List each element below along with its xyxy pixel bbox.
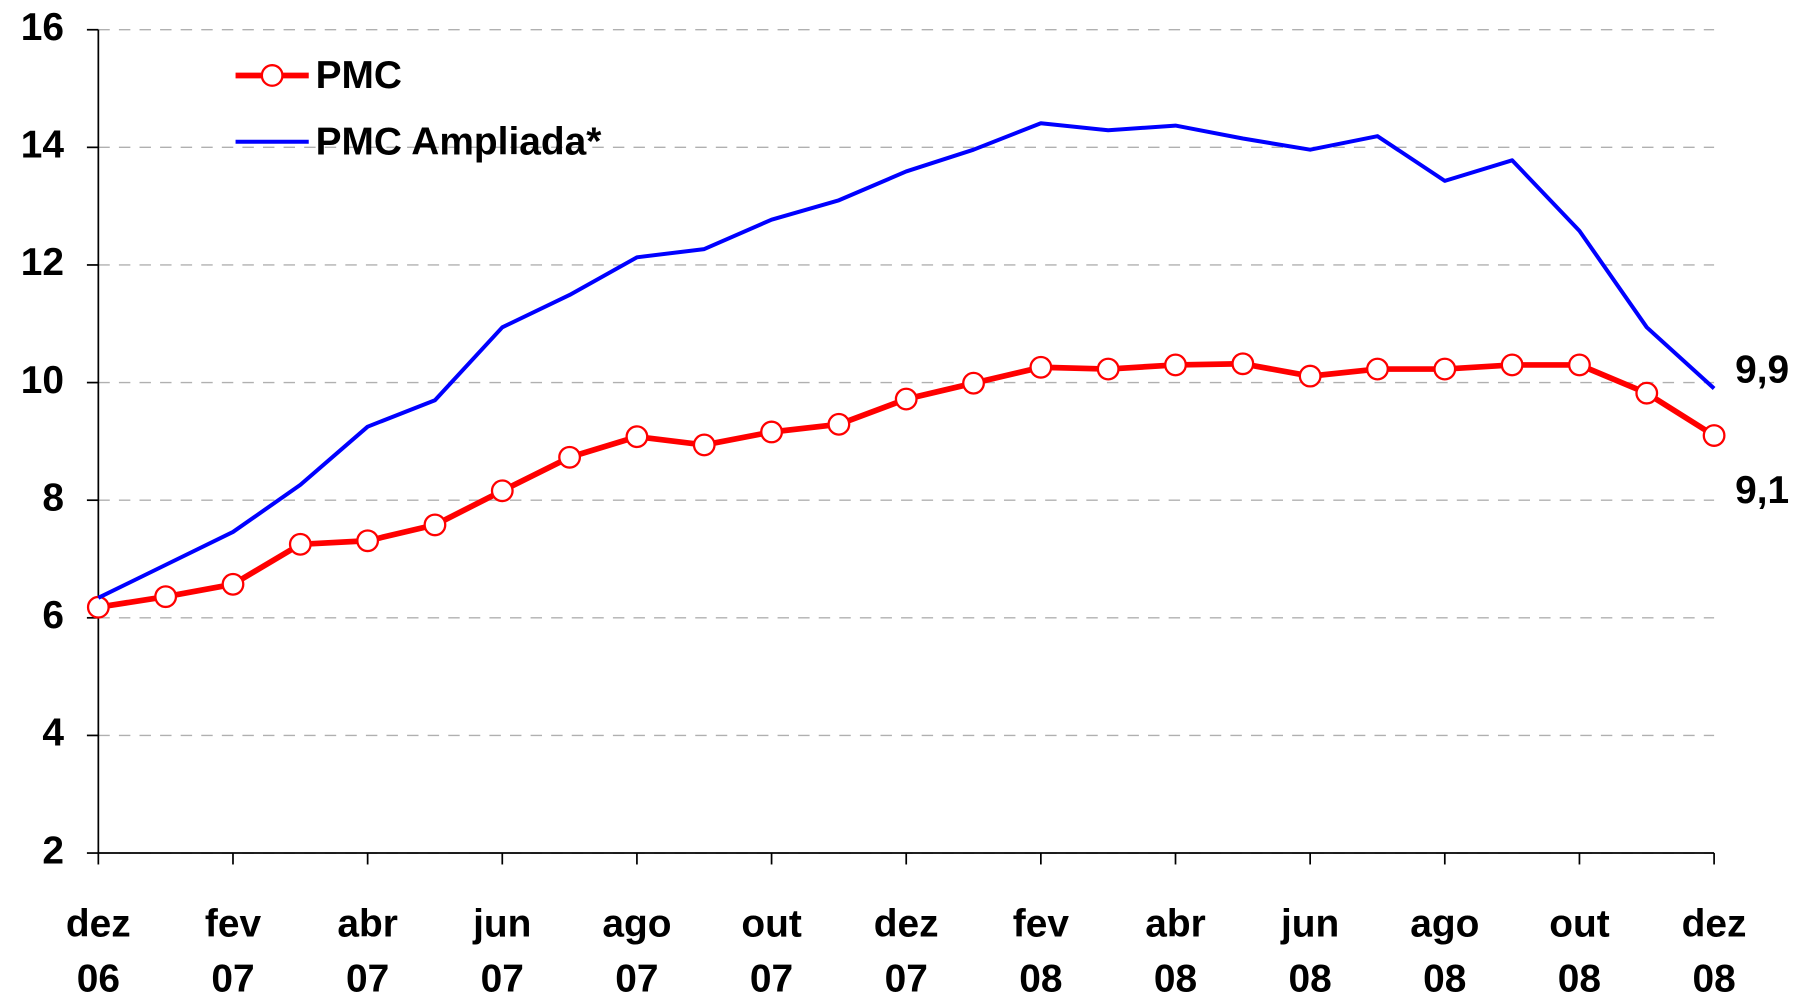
y-tick-label: 14 <box>21 124 65 167</box>
point <box>221 572 245 596</box>
x-tick-label: out 07 <box>741 902 802 1001</box>
x-tick-label: jun 07 <box>473 902 532 1001</box>
point <box>894 387 918 411</box>
x-tick-label: ago 08 <box>1410 902 1480 1001</box>
point <box>760 420 784 444</box>
point <box>356 529 380 553</box>
y-tick-label: 2 <box>42 829 64 872</box>
x-tick-label: abr 08 <box>1145 902 1206 1001</box>
point <box>625 425 649 449</box>
point <box>1568 353 1591 377</box>
x-tick-label: jun 08 <box>1280 902 1340 1001</box>
point <box>692 433 716 457</box>
point <box>1231 352 1255 376</box>
point <box>1029 355 1053 379</box>
x-tick-label: out 08 <box>1549 902 1610 1001</box>
point <box>1433 357 1457 381</box>
point <box>490 479 514 503</box>
y-tick-label: 6 <box>42 594 64 637</box>
point <box>1635 381 1659 405</box>
point <box>1702 424 1726 447</box>
x-tick-label: abr 07 <box>337 902 398 1001</box>
legend-label: PMC <box>316 54 402 97</box>
point <box>1500 353 1524 377</box>
point <box>1366 357 1389 381</box>
point <box>1164 353 1187 377</box>
x-tick-label: dez 07 <box>873 902 939 1001</box>
point <box>154 585 178 609</box>
y-tick-label: 4 <box>42 712 64 755</box>
x-tick-label: fev 08 <box>1012 902 1069 1001</box>
x-tick-label: dez 06 <box>65 902 131 1001</box>
legend-marker <box>260 64 284 87</box>
point <box>1096 357 1120 381</box>
y-tick-label: 12 <box>21 241 64 284</box>
y-tick-label: 16 <box>21 6 64 49</box>
y-tick-label: 10 <box>21 359 64 402</box>
value-label: 9,9 <box>1735 349 1789 392</box>
point <box>827 412 851 436</box>
series-line <box>97 121 1716 600</box>
x-tick-label: ago 07 <box>602 902 672 1001</box>
point <box>423 513 447 537</box>
point <box>962 371 985 395</box>
legend-label: PMC Ampliada* <box>316 120 603 163</box>
point <box>86 595 110 619</box>
point <box>1298 364 1322 388</box>
x-tick-label: dez 08 <box>1681 902 1747 1001</box>
point <box>558 445 582 469</box>
value-label: 9,1 <box>1735 469 1789 512</box>
y-tick-label: 8 <box>42 476 64 519</box>
x-tick-label: fev 07 <box>204 902 262 1001</box>
point <box>288 532 312 556</box>
